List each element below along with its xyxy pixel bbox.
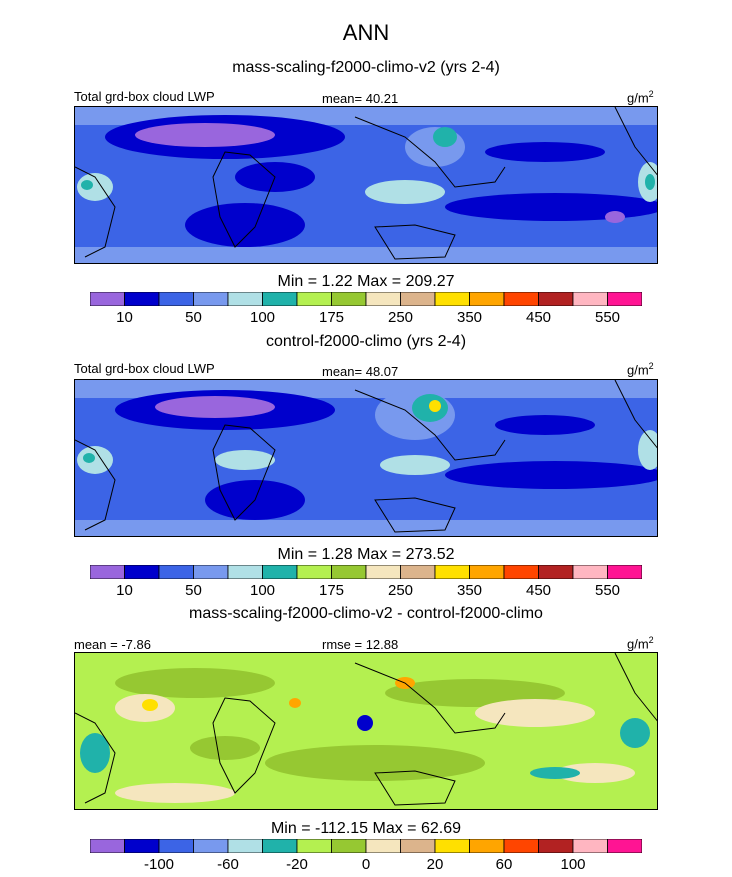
colorbar-swatch: [296, 839, 332, 853]
colorbar-swatch: [400, 839, 436, 853]
colorbar-swatch: [400, 292, 436, 306]
colorbar-swatch: [434, 292, 470, 306]
colorbar-swatch: [331, 839, 367, 853]
colorbar-tick-label: 10: [116, 582, 133, 599]
colorbar-swatch: [90, 839, 125, 853]
figure-title: ANN: [342, 20, 390, 45]
colorbar-swatch: [538, 292, 574, 306]
colorbar-swatch: [469, 839, 505, 853]
colorbar-swatch: [227, 565, 263, 579]
colorbar-swatch: [365, 292, 401, 306]
colorbar-swatch: [90, 292, 125, 306]
colorbar-swatch: [538, 839, 574, 853]
colorbar-swatch: [434, 565, 470, 579]
colorbar-tick-label: -100: [143, 856, 175, 873]
colorbar-swatch: [262, 565, 298, 579]
colorbar-swatch: [365, 565, 401, 579]
colorbar-swatch: [124, 292, 160, 306]
colorbar-swatch: [158, 565, 194, 579]
colorbar-swatch: [124, 565, 160, 579]
panel-3-rmse-label: rmse = 12.88: [322, 637, 399, 652]
panel-2-subtitle: control-f2000-climo (yrs 2-4): [265, 333, 467, 350]
panel-1-mean-label: mean= 40.21: [322, 91, 399, 106]
colorbar-swatch: [296, 292, 332, 306]
panel-1-min-max: Min = 1.22 Max = 209.27: [277, 273, 455, 290]
colorbar-swatch: [503, 839, 539, 853]
colorbar-swatch: [331, 292, 367, 306]
panel-3-min-max: Min = -112.15 Max = 62.69: [270, 820, 462, 837]
panel-2-units: g/m2: [627, 361, 654, 378]
panel-1-variable-label: Total grd-box cloud LWP: [74, 89, 215, 104]
colorbar-tick-label: 50: [185, 309, 202, 326]
panel-1-colorbar: [90, 292, 642, 306]
panel-1-map: [74, 106, 658, 264]
colorbar-swatch: [607, 839, 642, 853]
colorbar-tick-label: 175: [318, 309, 345, 326]
colorbar-tick-label: 50: [185, 582, 202, 599]
colorbar-tick-label: 350: [456, 309, 483, 326]
colorbar-tick-label: 350: [456, 582, 483, 599]
colorbar-swatch: [538, 565, 574, 579]
colorbar-swatch: [503, 292, 539, 306]
colorbar-tick-label: 0: [361, 856, 371, 873]
colorbar-swatch: [158, 839, 194, 853]
colorbar-tick-label: 250: [387, 582, 414, 599]
colorbar-swatch: [158, 292, 194, 306]
colorbar-swatch: [572, 839, 608, 853]
panel-1-units: g/m2: [627, 89, 654, 106]
panel-3-units: g/m2: [627, 635, 654, 652]
panel-2-min-max: Min = 1.28 Max = 273.52: [277, 546, 455, 563]
colorbar-swatch: [262, 292, 298, 306]
colorbar-swatch: [469, 292, 505, 306]
panel-1-colorbar-ticks: 10 50 100 175 250 350 450 550: [90, 309, 642, 327]
colorbar-swatch: [400, 565, 436, 579]
colorbar-tick-label: 550: [594, 582, 621, 599]
colorbar-tick-label: 100: [560, 856, 586, 873]
colorbar-swatch: [503, 565, 539, 579]
panel-3-colorbar: [90, 839, 642, 853]
panel-2-variable-label: Total grd-box cloud LWP: [74, 361, 215, 376]
colorbar-tick-label: -20: [286, 856, 308, 873]
panel-3-colorbar-ticks: -100 -60 -20 0 20 60 100: [90, 856, 642, 874]
colorbar-tick-label: 60: [495, 856, 513, 873]
colorbar-swatch: [193, 839, 229, 853]
colorbar-swatch: [193, 565, 229, 579]
colorbar-swatch: [607, 565, 642, 579]
panel-3-map: [74, 652, 658, 810]
colorbar-tick-label: 10: [116, 309, 133, 326]
panel-2-mean-label: mean= 48.07: [322, 364, 399, 379]
colorbar-swatch: [365, 839, 401, 853]
colorbar-tick-label: 450: [525, 582, 552, 599]
colorbar-tick-label: 100: [249, 309, 276, 326]
colorbar-swatch: [227, 839, 263, 853]
colorbar-tick-label: 250: [387, 309, 414, 326]
colorbar-swatch: [227, 292, 263, 306]
panel-3-mean-label: mean = -7.86: [74, 637, 151, 652]
colorbar-swatch: [331, 565, 367, 579]
panel-3-subtitle: mass-scaling-f2000-climo-v2 - control-f2…: [189, 605, 543, 622]
panel-2-colorbar-ticks: 10 50 100 175 250 350 450 550: [90, 582, 642, 600]
colorbar-swatch: [572, 565, 608, 579]
colorbar-tick-label: 20: [426, 856, 444, 873]
colorbar-swatch: [607, 292, 642, 306]
colorbar-tick-label: -60: [217, 856, 239, 873]
colorbar-swatch: [262, 839, 298, 853]
panel-2-map: [74, 379, 658, 537]
colorbar-swatch: [296, 565, 332, 579]
colorbar-swatch: [124, 839, 160, 853]
colorbar-tick-label: 550: [594, 309, 621, 326]
panel-1-subtitle: mass-scaling-f2000-climo-v2 (yrs 2-4): [232, 59, 500, 76]
colorbar-swatch: [469, 565, 505, 579]
colorbar-swatch: [434, 839, 470, 853]
colorbar-tick-label: 450: [525, 309, 552, 326]
panel-2-colorbar: [90, 565, 642, 579]
colorbar-tick-label: 175: [318, 582, 345, 599]
colorbar-swatch: [193, 292, 229, 306]
colorbar-tick-label: 100: [249, 582, 276, 599]
colorbar-swatch: [572, 292, 608, 306]
colorbar-swatch: [90, 565, 125, 579]
